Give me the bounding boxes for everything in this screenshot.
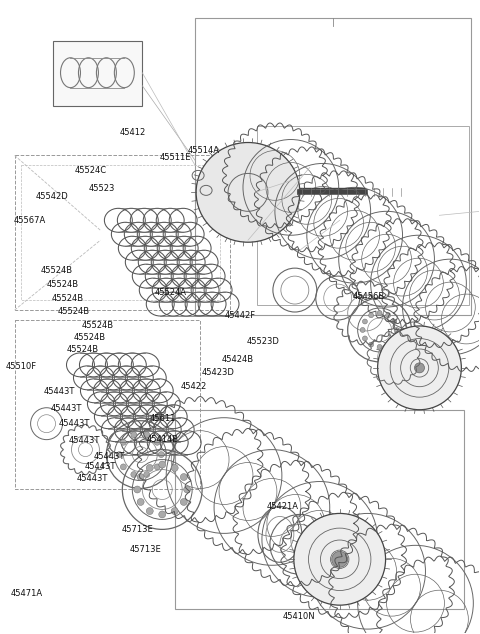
Circle shape: [131, 432, 137, 437]
Text: 45524B: 45524B: [57, 307, 89, 316]
Text: 45410N: 45410N: [283, 612, 316, 621]
Text: 45423D: 45423D: [202, 368, 235, 377]
Text: 45442F: 45442F: [225, 311, 256, 320]
Text: 45524B: 45524B: [82, 321, 114, 330]
Text: 45514A: 45514A: [187, 146, 219, 155]
Text: 45443T: 45443T: [69, 436, 100, 445]
Circle shape: [385, 313, 391, 318]
Text: 45713E: 45713E: [121, 525, 153, 534]
Ellipse shape: [378, 326, 461, 410]
Text: 45510F: 45510F: [5, 362, 36, 371]
Circle shape: [369, 313, 373, 318]
Circle shape: [120, 464, 126, 470]
Text: 45456B: 45456B: [352, 292, 385, 301]
Text: 45524B: 45524B: [40, 266, 72, 275]
Text: 45524A: 45524A: [155, 288, 187, 297]
Circle shape: [415, 363, 424, 373]
Text: 45511E: 45511E: [159, 153, 191, 162]
Circle shape: [180, 474, 187, 481]
Circle shape: [137, 498, 144, 505]
Text: 45443T: 45443T: [84, 462, 116, 471]
Circle shape: [171, 508, 178, 515]
Text: 45524B: 45524B: [46, 280, 78, 288]
Text: 45412: 45412: [120, 128, 145, 137]
Circle shape: [159, 511, 166, 518]
Circle shape: [171, 465, 178, 472]
Text: 45443T: 45443T: [94, 451, 125, 460]
Circle shape: [392, 336, 397, 341]
Circle shape: [369, 342, 373, 347]
Text: 45422: 45422: [180, 382, 206, 391]
Text: 45421A: 45421A: [266, 502, 299, 511]
Ellipse shape: [196, 143, 300, 242]
Circle shape: [144, 472, 150, 477]
Text: 45611: 45611: [150, 413, 176, 423]
Circle shape: [360, 328, 365, 332]
Text: 45524B: 45524B: [52, 294, 84, 302]
Text: 45713E: 45713E: [130, 545, 162, 554]
Circle shape: [159, 461, 166, 468]
Text: 45567A: 45567A: [14, 216, 47, 226]
Circle shape: [180, 498, 187, 505]
Text: 45524B: 45524B: [74, 333, 106, 342]
Circle shape: [134, 486, 141, 493]
Circle shape: [154, 464, 160, 470]
Circle shape: [146, 508, 153, 515]
Circle shape: [116, 451, 122, 458]
Text: 45471A: 45471A: [10, 590, 42, 598]
Text: 45523D: 45523D: [246, 337, 279, 346]
Circle shape: [131, 472, 137, 477]
Ellipse shape: [294, 514, 385, 605]
Circle shape: [377, 311, 382, 316]
Circle shape: [184, 486, 191, 493]
Circle shape: [392, 319, 397, 324]
Circle shape: [120, 439, 126, 445]
Circle shape: [158, 451, 164, 458]
Circle shape: [377, 344, 382, 349]
Text: 45443T: 45443T: [51, 404, 83, 413]
Text: 45542D: 45542D: [36, 192, 68, 202]
Text: 45424B: 45424B: [222, 355, 254, 364]
Text: 45443T: 45443T: [59, 418, 90, 428]
Text: 45443T: 45443T: [44, 387, 75, 396]
FancyBboxPatch shape: [52, 41, 142, 106]
Text: 45524B: 45524B: [67, 346, 99, 354]
Circle shape: [385, 342, 391, 347]
Text: 45523: 45523: [88, 183, 115, 193]
Circle shape: [137, 474, 144, 481]
Circle shape: [362, 319, 367, 324]
Text: 45414B: 45414B: [147, 434, 179, 444]
Circle shape: [332, 552, 348, 567]
Circle shape: [146, 465, 153, 472]
Circle shape: [362, 336, 367, 341]
Text: 45524C: 45524C: [75, 166, 107, 175]
Text: 45443T: 45443T: [76, 474, 108, 482]
Circle shape: [144, 432, 150, 437]
Circle shape: [154, 439, 160, 445]
Circle shape: [394, 328, 399, 332]
